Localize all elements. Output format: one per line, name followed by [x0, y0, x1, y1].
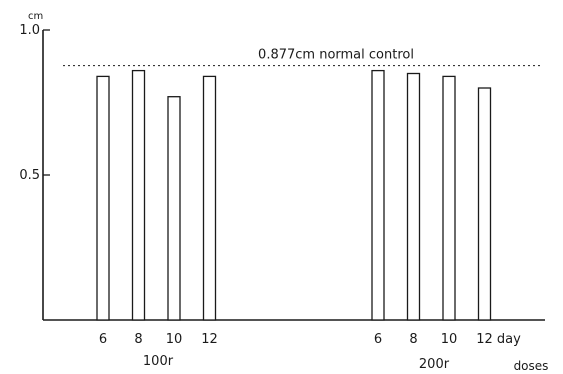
x-tick-labels: 6 8 10 12 6 8 10 12 day	[99, 332, 521, 347]
x-tick-label-200r-2: 10	[441, 332, 458, 347]
x-tick-label-100r-1: 8	[134, 332, 142, 347]
y-ticks: 1.0 0.5	[19, 23, 50, 183]
x-tick-label-200r-3: 12 day	[476, 332, 521, 347]
x-tick-label-100r-0: 6	[99, 332, 107, 347]
bar-100r-8	[131, 69, 146, 321]
group-label-200r: 200r	[419, 357, 450, 372]
y-tick-label-0: 1.0	[19, 23, 40, 38]
y-axis-unit-label: cm	[28, 11, 43, 22]
bar-100r-10	[167, 96, 181, 321]
x-tick-label-100r-3: 12	[201, 332, 218, 347]
bars	[96, 69, 492, 321]
bar-200r-12-day	[477, 87, 492, 321]
bar-200r-10	[442, 75, 456, 321]
bar-100r-12	[202, 75, 217, 321]
bar-200r-8	[406, 72, 421, 321]
bar-100r-6	[96, 75, 110, 321]
y-tick-label-1: 0.5	[19, 168, 40, 183]
reference-line-label: 0.877cm normal control	[258, 48, 414, 63]
x-tick-label-200r-0: 6	[374, 332, 382, 347]
group-label-100r: 100r	[143, 354, 174, 369]
x-tick-label-200r-1: 8	[409, 332, 417, 347]
x-axis-note-doses: doses	[514, 359, 549, 373]
x-tick-label-100r-2: 10	[166, 332, 183, 347]
bar-200r-6	[371, 69, 385, 321]
